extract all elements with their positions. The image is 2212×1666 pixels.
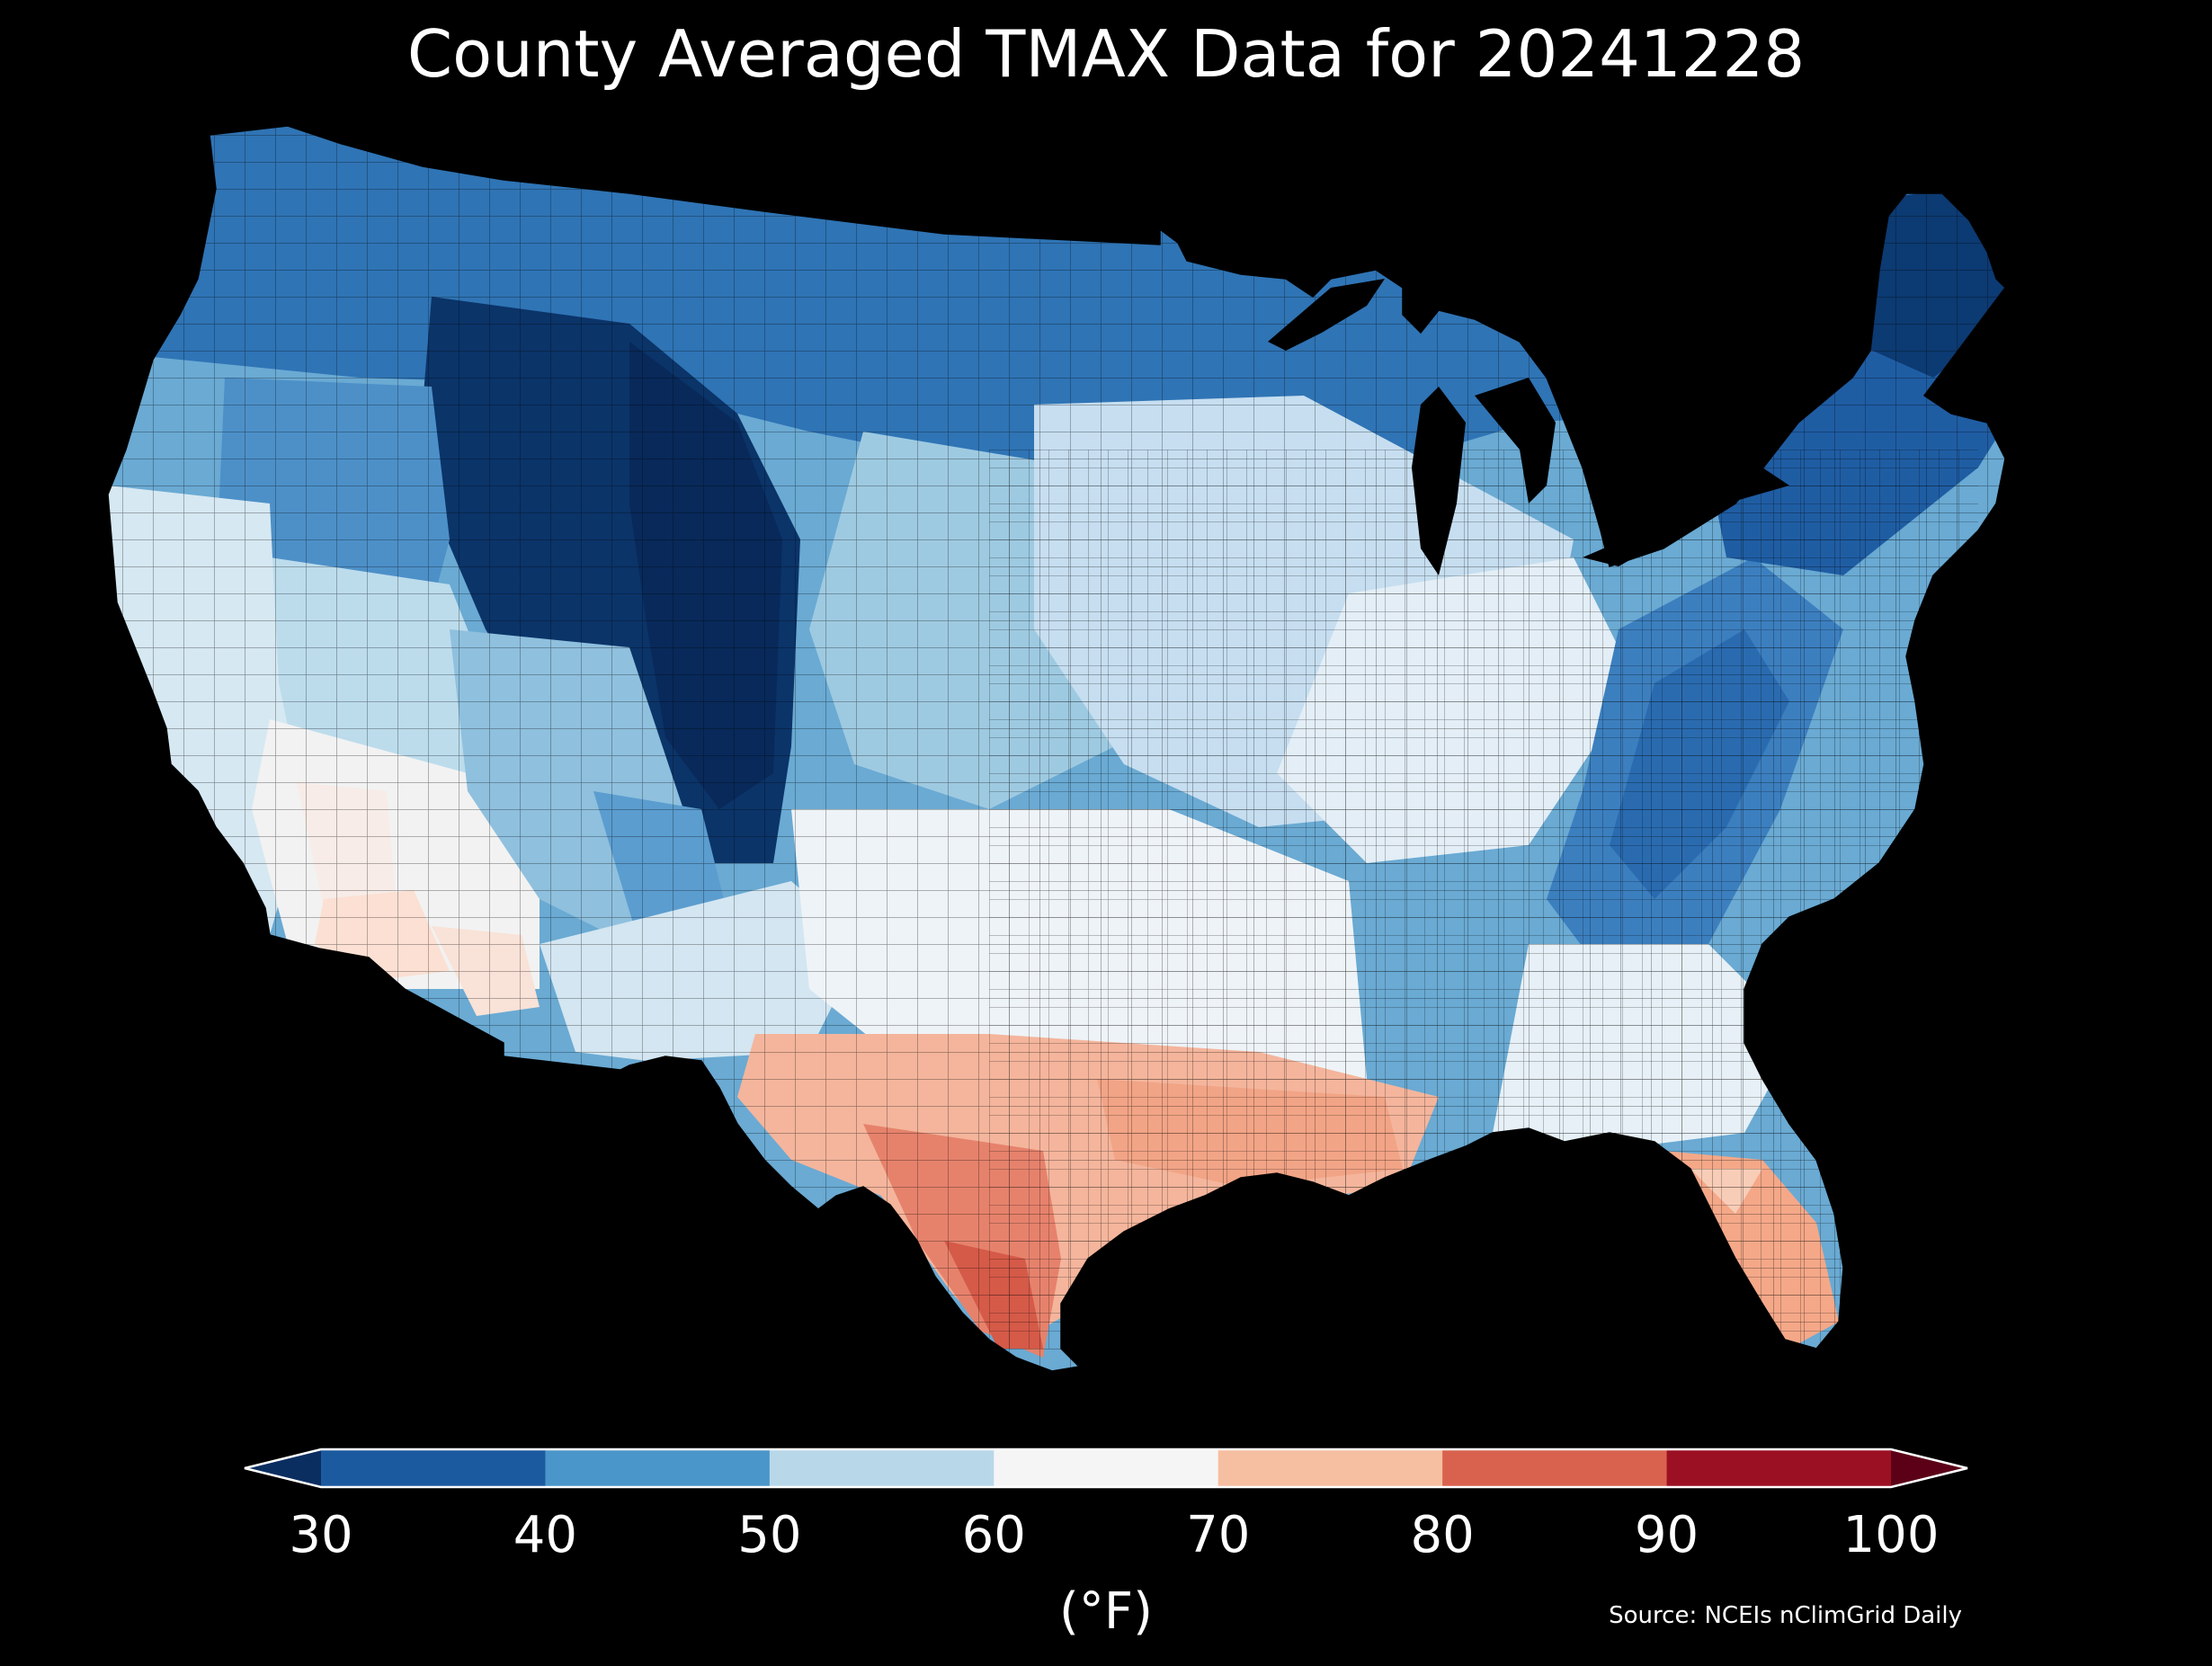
colorbar-bin	[321, 1449, 546, 1487]
colorbar-bin	[1217, 1449, 1443, 1487]
colorbar-bin	[1666, 1449, 1892, 1487]
colorbar-tick-label: 80	[1410, 1506, 1475, 1564]
us-outline	[107, 125, 2006, 1372]
colorbar-units: (°F)	[1059, 1582, 1153, 1641]
great-lakes	[1268, 279, 1789, 575]
colorbar-tick-label: 70	[1186, 1506, 1251, 1564]
colorbar-tick-label: 30	[289, 1506, 353, 1564]
map-title: County Averaged TMAX Data for 20241228	[406, 16, 1806, 92]
colorbar-extend-high	[1891, 1449, 1967, 1487]
colorbar-tick-labels: 30 40 50 60 70 80 90 100	[0, 1506, 2212, 1569]
colorbar-extend-low	[245, 1449, 321, 1487]
colorbar-tick-label: 100	[1842, 1506, 1940, 1564]
colorbar	[244, 1448, 1968, 1489]
colorbar-tick-label: 60	[961, 1506, 1026, 1564]
colorbar-tick-label: 90	[1634, 1506, 1699, 1564]
colorbar-bin	[994, 1449, 1219, 1487]
source-credit: Source: NCEIs nClimGrid Daily	[1609, 1602, 1962, 1629]
colorbar-tick-label: 50	[737, 1506, 802, 1564]
colorbar-tick-label: 40	[513, 1506, 578, 1564]
colorbar-bin	[769, 1449, 995, 1487]
colorbar-bin	[545, 1449, 771, 1487]
colorbar-bin	[1442, 1449, 1668, 1487]
colorbar-outline	[244, 1448, 1968, 1489]
